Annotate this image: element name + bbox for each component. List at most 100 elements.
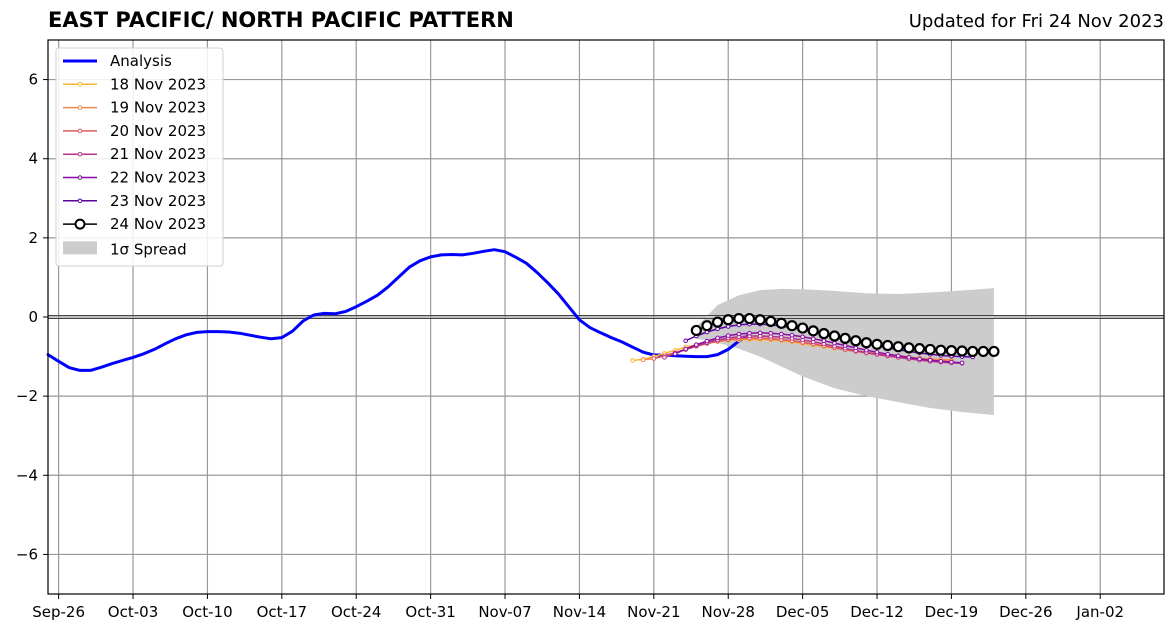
forecast-point — [956, 345, 968, 357]
forecast-point — [874, 349, 880, 355]
forecast-point — [913, 343, 926, 355]
forecast-point — [651, 356, 657, 361]
forecast-point — [842, 343, 848, 348]
forecast-point — [882, 339, 894, 352]
legend-swatch — [63, 241, 97, 255]
forecast-point — [871, 338, 883, 350]
forecast-point — [818, 328, 830, 340]
forecast-point — [807, 325, 819, 337]
forecast-point — [797, 322, 809, 334]
chart-title: EAST PACIFIC/ NORTH PACIFIC PATTERN — [48, 8, 514, 32]
forecast-point — [672, 351, 678, 357]
y-tick-label: −4 — [16, 466, 38, 484]
x-tick-label: Jan-02 — [1075, 603, 1124, 621]
forecast-point — [662, 355, 667, 360]
forecast-line — [674, 332, 963, 364]
forecast-point — [765, 315, 777, 327]
forecast-point — [864, 347, 869, 353]
forecast-point — [945, 345, 958, 357]
x-tick-label: Oct-24 — [331, 603, 381, 621]
x-tick-label: Dec-05 — [776, 603, 830, 621]
legend-box — [55, 47, 224, 267]
forecast-point — [690, 324, 702, 337]
legend-marker — [77, 175, 83, 180]
forecast-point — [885, 351, 890, 357]
forecast-point — [768, 330, 774, 336]
forecast-point — [701, 320, 713, 332]
forecast-point — [640, 357, 646, 363]
legend-label: 20 Nov 2023 — [110, 122, 206, 140]
x-tick-label: Oct-17 — [257, 603, 307, 621]
legend-label: 18 Nov 2023 — [110, 75, 206, 93]
forecast-point — [747, 330, 752, 336]
legend-label: 23 Nov 2023 — [110, 192, 206, 210]
y-tick-label: −2 — [16, 387, 38, 405]
forecast-point — [800, 334, 805, 340]
y-tick-label: 6 — [28, 71, 38, 89]
forecast-point — [924, 343, 936, 356]
legend-label: 22 Nov 2023 — [110, 169, 206, 187]
forecast-point — [860, 337, 873, 349]
legend-marker — [77, 82, 83, 87]
forecast-point — [789, 332, 795, 338]
forecast-point — [903, 342, 915, 354]
x-tick-label: Oct-31 — [405, 603, 455, 621]
y-tick-label: 2 — [28, 229, 38, 247]
forecast-point — [736, 331, 742, 337]
x-tick-label: Oct-10 — [182, 603, 232, 621]
legend-marker — [77, 105, 83, 110]
x-tick-label: Nov-28 — [702, 603, 755, 621]
forecast-point — [988, 345, 1000, 358]
legend-label: Analysis — [110, 52, 172, 70]
x-tick-label: Oct-03 — [108, 603, 158, 621]
x-tick-label: Dec-19 — [925, 603, 979, 621]
forecast-point — [949, 359, 954, 365]
legend-marker — [77, 198, 83, 204]
forecast-point — [927, 357, 933, 363]
legend-label: 24 Nov 2023 — [110, 215, 206, 233]
legend-marker — [74, 218, 86, 230]
forecast-point — [906, 355, 912, 360]
forecast-point — [779, 331, 784, 337]
forecast-point — [733, 312, 745, 325]
analysis-line — [46, 248, 751, 372]
forecast-point — [704, 338, 710, 344]
y-tick-label: 0 — [28, 308, 38, 326]
forecast-point — [711, 316, 724, 328]
forecast-point — [850, 335, 862, 347]
x-tick-label: Nov-14 — [553, 603, 606, 621]
legend-label: 19 Nov 2023 — [110, 99, 206, 117]
forecast-point — [810, 336, 816, 342]
forecast-point — [786, 320, 798, 332]
updated-date-label: Updated for Fri 24 Nov 2023 — [908, 11, 1164, 32]
forecast-point — [683, 338, 689, 344]
forecast-point — [935, 344, 947, 356]
forecast-point — [754, 314, 766, 326]
forecast-point — [959, 360, 965, 366]
forecast-point — [917, 356, 922, 362]
forecast-point — [821, 338, 827, 344]
forecast-point — [725, 333, 731, 338]
legend-label: 1σ Spread — [110, 240, 187, 258]
forecast-point — [832, 340, 837, 346]
forecast-point — [694, 342, 699, 348]
y-tick-label: −6 — [16, 545, 38, 563]
x-tick-label: Nov-07 — [478, 603, 531, 621]
forecast-point — [630, 358, 635, 363]
forecast-point — [775, 317, 787, 329]
forecast-point — [839, 332, 851, 344]
x-tick-label: Dec-12 — [850, 603, 904, 621]
y-tick-label: 4 — [28, 150, 38, 168]
forecast-point — [743, 312, 756, 325]
forecast-point — [853, 345, 859, 351]
forecast-point — [938, 359, 944, 364]
legend-marker — [77, 128, 83, 134]
forecast-point — [895, 353, 901, 359]
forecast-point — [828, 330, 841, 342]
forecast-point — [977, 345, 989, 358]
forecast-point — [722, 314, 734, 326]
forecast-point — [892, 341, 904, 353]
forecast-point — [967, 345, 979, 358]
legend-label: 21 Nov 2023 — [110, 145, 206, 163]
